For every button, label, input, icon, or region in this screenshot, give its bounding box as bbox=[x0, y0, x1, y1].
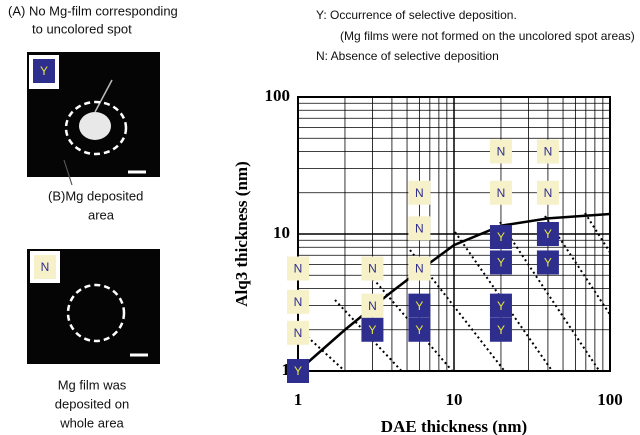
marker-label: N bbox=[415, 222, 424, 236]
marker bbox=[287, 320, 309, 345]
marker bbox=[361, 256, 384, 281]
x-tick-label: 1 bbox=[294, 390, 303, 409]
marker bbox=[489, 250, 512, 275]
marker-label: Y bbox=[497, 323, 505, 337]
x-axis-label: DAE thickness (nm) bbox=[381, 417, 527, 435]
marker-label: Y bbox=[544, 256, 552, 270]
marker-label: Y bbox=[497, 256, 505, 270]
marker bbox=[536, 180, 559, 205]
marker-label: Y bbox=[415, 299, 423, 313]
y-tick-label: 1 bbox=[282, 360, 291, 379]
marker-label: N bbox=[368, 299, 377, 313]
badge bbox=[33, 59, 55, 83]
x-tick-label: 10 bbox=[446, 390, 463, 409]
marker-label: Y bbox=[415, 323, 423, 337]
marker bbox=[489, 293, 512, 318]
arrow bbox=[63, 159, 73, 186]
streak bbox=[94, 79, 113, 113]
note: N: Absence of selective deposition bbox=[316, 49, 499, 63]
marker-label: N bbox=[497, 145, 506, 159]
spot bbox=[79, 112, 111, 140]
marker bbox=[408, 317, 431, 342]
caption: whole area bbox=[59, 415, 124, 430]
marker bbox=[536, 250, 559, 275]
caption: Mg film was bbox=[58, 377, 127, 392]
marker bbox=[408, 293, 431, 318]
badge-text: Y bbox=[40, 64, 48, 78]
dashed-circle bbox=[64, 100, 128, 156]
y-axis-label: Alq3 thickness (nm) bbox=[232, 161, 251, 306]
marker-label: N bbox=[415, 262, 424, 276]
marker bbox=[287, 256, 309, 281]
marker-label: N bbox=[544, 186, 553, 200]
y-tick-label: 100 bbox=[265, 86, 291, 105]
marker-label: Y bbox=[544, 227, 552, 241]
boundary-curve bbox=[297, 212, 611, 372]
marker bbox=[287, 359, 309, 383]
marker-label: N bbox=[294, 326, 303, 340]
marker-label: Y bbox=[294, 364, 302, 378]
marker-label: N bbox=[497, 186, 506, 200]
y-tick-label: 10 bbox=[273, 223, 290, 242]
marker bbox=[408, 216, 431, 241]
note: (Mg films were not formed on the uncolor… bbox=[340, 29, 635, 43]
arrow-label: (B)Mg deposited bbox=[48, 188, 143, 203]
panel-a-line: (A) No Mg-film corresponding bbox=[8, 3, 178, 18]
marker bbox=[536, 222, 559, 246]
badge-text: N bbox=[41, 260, 50, 274]
marker-label: Y bbox=[497, 299, 505, 313]
marker bbox=[489, 225, 512, 250]
marker-label: N bbox=[544, 145, 553, 159]
marker bbox=[361, 317, 384, 342]
marker-label: Y bbox=[497, 230, 505, 244]
marker-label: N bbox=[415, 186, 424, 200]
marker bbox=[489, 180, 512, 205]
marker bbox=[287, 289, 309, 314]
arrow-label: area bbox=[88, 207, 115, 222]
marker bbox=[408, 256, 431, 281]
marker bbox=[536, 139, 559, 164]
marker bbox=[361, 293, 384, 318]
note: Y: Occurrence of selective deposition. bbox=[316, 8, 517, 22]
caption: deposited on bbox=[55, 396, 129, 411]
dashed-circle bbox=[66, 283, 126, 343]
x-tick-label: 100 bbox=[597, 390, 623, 409]
plot-frame bbox=[297, 96, 611, 372]
marker-label: N bbox=[294, 295, 303, 309]
plot: 1 10 100 1 10 100 DAE thickness (nm) Alq3 thick… bbox=[232, 86, 623, 435]
marker-label: Y bbox=[368, 323, 376, 337]
marker bbox=[489, 139, 512, 164]
marker bbox=[489, 317, 512, 342]
marker-label: N bbox=[294, 262, 303, 276]
marker-label: N bbox=[368, 262, 377, 276]
panel-a-line: to uncolored spot bbox=[32, 21, 132, 36]
badge bbox=[34, 255, 56, 279]
marker bbox=[408, 180, 431, 205]
